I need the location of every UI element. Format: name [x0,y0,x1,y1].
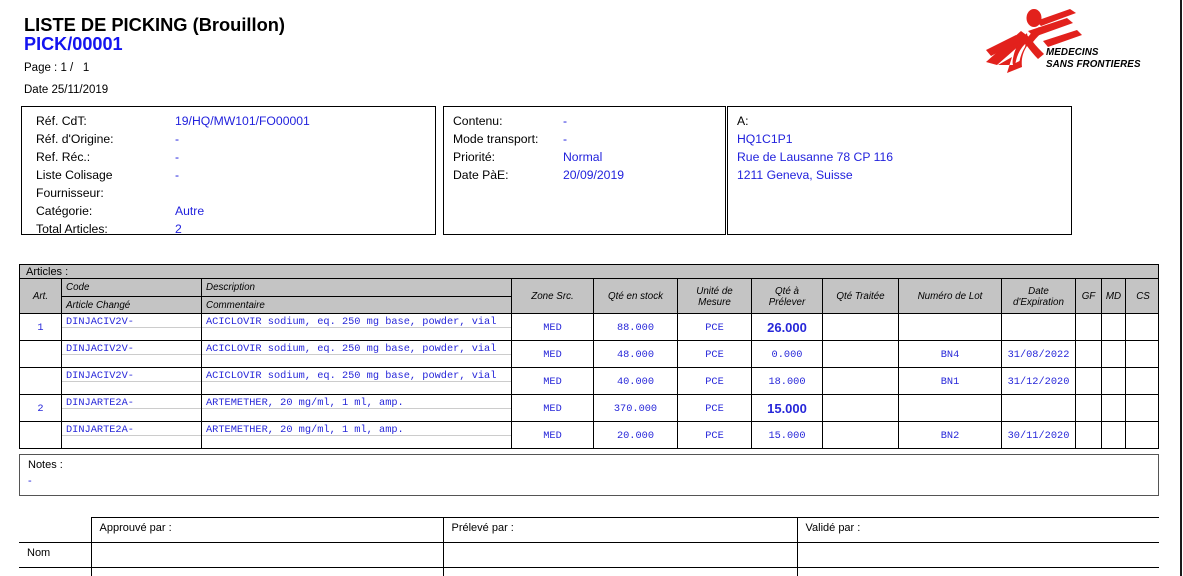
svg-text:SANS FRONTIERES: SANS FRONTIERES [1046,59,1141,70]
svg-text:MEDECINS: MEDECINS [1046,47,1099,58]
